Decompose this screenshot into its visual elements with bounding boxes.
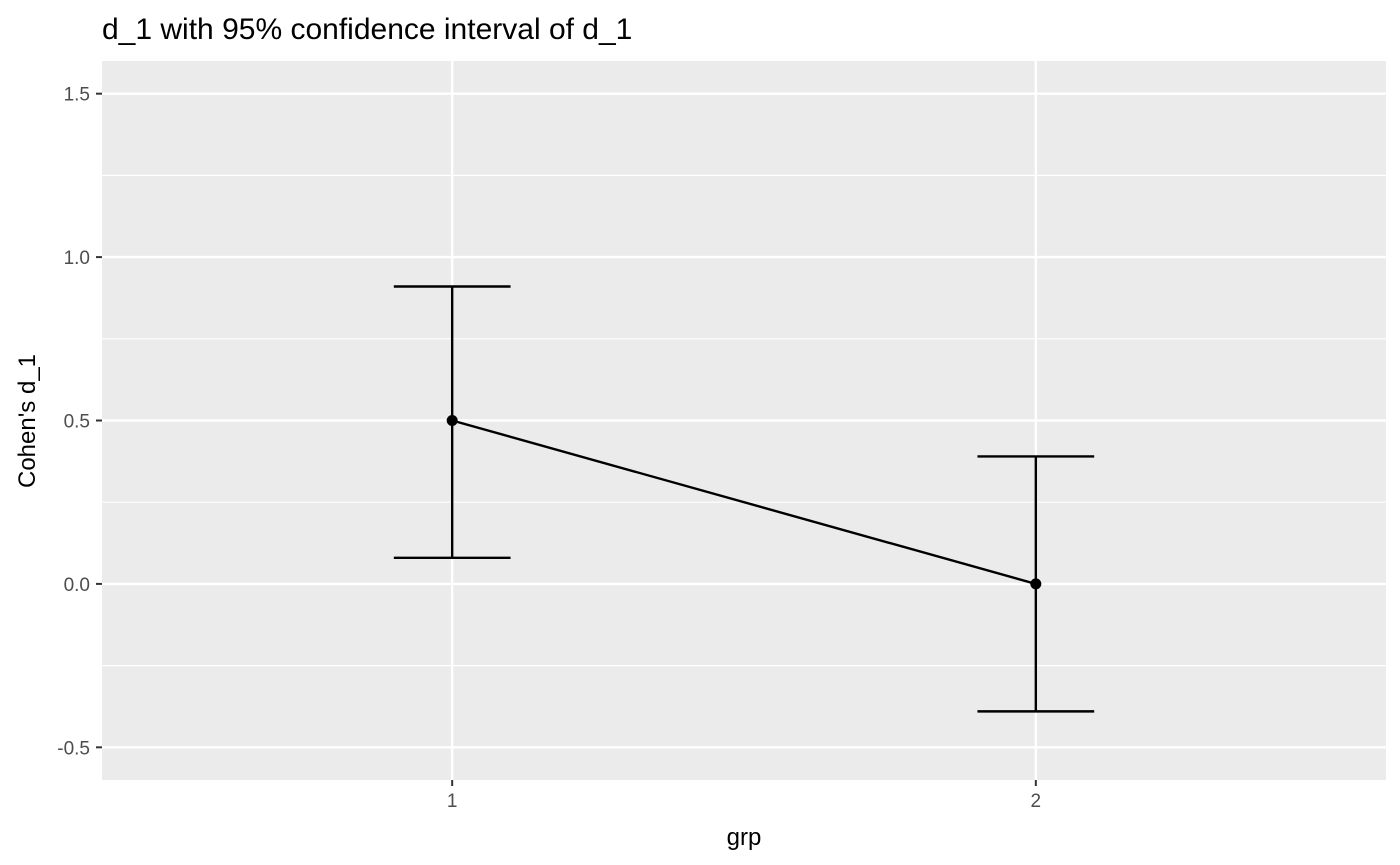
y-axis: -0.5 0.0 0.5 1.0 1.5: [57, 85, 102, 759]
x-tick-label: 1: [447, 791, 458, 812]
series-line: [451, 419, 1037, 586]
y-tick-label: -0.5: [57, 738, 90, 759]
y-tick-label: 0.0: [64, 575, 90, 596]
data-point: [1030, 578, 1042, 590]
x-axis-title: grp: [727, 824, 762, 851]
y-axis-title: Cohen's d_1: [14, 354, 41, 488]
chart-title: d_1 with 95% confidence interval of d_1: [102, 13, 632, 46]
y-tick-label: 1.0: [64, 248, 90, 269]
x-tick-label: 2: [1031, 791, 1042, 812]
series-layer: [393, 285, 1095, 713]
data-point: [446, 415, 458, 426]
y-tick-label: 0.5: [64, 412, 90, 433]
y-tick-label: 1.5: [64, 85, 90, 106]
